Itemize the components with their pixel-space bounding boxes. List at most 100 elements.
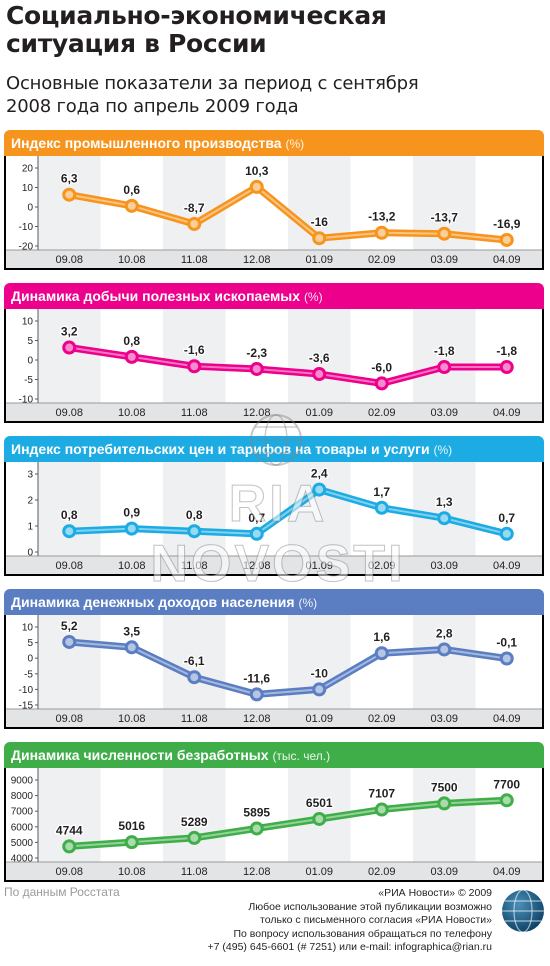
y-tick-label: 0 [27,203,33,214]
x-tick-label: 01.09 [305,254,333,266]
data-label: 0,9 [123,506,140,520]
category-band [6,862,542,880]
data-point-center [252,182,261,191]
y-tick-label: 0 [27,356,33,367]
data-label: 5289 [181,815,208,829]
data-label: 7107 [368,787,395,801]
data-point-center [315,485,324,494]
data-point-center [315,685,324,694]
chart-title: Индекс потребительских цен и тарифов на … [11,441,430,457]
column-stripe [163,768,226,862]
chart-panel-mining: Динамика добычи полезных ископаемых (%) … [4,283,544,423]
data-label: 1,6 [373,630,390,644]
data-label: -6,1 [184,654,205,668]
column-stripe [38,615,101,709]
x-tick-label: 01.09 [305,713,333,725]
data-label: -13,2 [368,210,396,224]
data-point-center [252,364,261,373]
copyright-block: «РИА Новости» © 2009 Любое использование… [112,887,492,955]
column-stripe [38,309,101,403]
data-label: -16,9 [493,217,521,231]
panel-header: Индекс промышленного производства (%) [4,130,544,156]
column-stripe [288,462,351,556]
data-point-center [502,529,511,538]
chart-panel-unemployed: Динамика численности безработных (тыс. ч… [4,742,544,882]
chart-panel-cpi: Индекс потребительских цен и тарифов на … [4,436,544,576]
data-point-center [190,362,199,371]
x-tick-label: 02.09 [368,254,396,266]
page-title: Социально-экономическая ситуация в Росси… [6,2,546,58]
x-tick-label: 03.09 [430,713,458,725]
copyright-line: По вопросу использования обращаться по т… [233,927,492,940]
data-label: -13,7 [431,211,459,225]
ria-globe-logo-icon [502,889,544,933]
data-label: 3,2 [61,325,78,339]
data-point-center [440,229,449,238]
data-point-center [65,842,74,851]
column-stripe [163,156,226,250]
y-tick-label: 4000 [11,854,34,865]
y-tick-label: 6000 [11,822,34,833]
data-label: 7700 [493,777,520,791]
data-label: 0,8 [186,508,203,522]
x-tick-label: 04.09 [493,254,521,266]
column-stripe [163,615,226,709]
data-label: -6,0 [371,360,392,374]
x-tick-label: 09.08 [55,713,83,725]
y-tick-label: 8000 [11,791,34,802]
data-label: -10 [311,666,329,680]
y-tick-label: 7000 [11,807,34,818]
y-tick-label: -10 [19,395,34,406]
line-chart-industrial: 20 10 0 -10 -20 09.08 10.08 11.08 12.08 01.09 02.0… [6,156,542,268]
x-tick-label: 03.09 [430,560,458,572]
y-tick-label: -5 [24,669,33,680]
copyright-line: +7 (495) 645-6601 (# 7251) или e-mail: i… [207,941,492,954]
column-stripe [413,615,476,709]
data-point-center [252,529,261,538]
panel-body: 20 10 0 -10 -20 09.08 10.08 11.08 12.08 01.09 02.0… [4,156,544,270]
x-tick-label: 04.09 [493,560,521,572]
category-band [6,709,542,727]
y-tick-label: 1 [27,522,33,533]
chart-title: Индекс промышленного производства [11,135,282,151]
x-tick-label: 12.08 [243,866,271,878]
x-tick-label: 12.08 [243,254,271,266]
x-tick-label: 10.08 [118,713,146,725]
x-tick-label: 11.08 [181,866,208,878]
x-tick-label: 01.09 [305,560,333,572]
y-tick-label: 5 [27,336,33,347]
data-label: 0,8 [61,508,78,522]
data-point-center [377,503,386,512]
y-tick-label: -10 [19,685,34,696]
x-tick-label: 04.09 [493,713,521,725]
panel-body: 3 2 1 0 09.08 10.08 11.08 12.08 01.09 02.09 03.09 0… [4,462,544,576]
series-line-highlight [68,185,508,241]
data-point-center [377,379,386,388]
data-point-center [315,370,324,379]
x-tick-label: 09.08 [55,866,83,878]
x-tick-label: 01.09 [305,407,333,419]
data-label: -11,6 [243,671,270,685]
data-point-center [190,673,199,682]
data-point-center [502,363,511,372]
chart-unit: (%) [298,596,318,610]
y-tick-label: 20 [22,164,34,175]
x-tick-label: 03.09 [430,407,458,419]
data-point-center [440,799,449,808]
data-point-center [127,352,136,361]
data-label: 5895 [243,805,270,819]
panel-body: 10 5 0 -5 -10 -15 09.08 10.08 11.08 12.08 01.09 02.… [4,615,544,729]
x-tick-label: 09.08 [55,407,83,419]
data-point-center [315,234,324,243]
y-tick-label: 5000 [11,838,34,849]
copyright-line: Любое использование этой публикации возм… [248,900,492,913]
data-point-center [315,814,324,823]
title-line-1: Социально-экономическая [6,1,387,30]
column-stripe [413,309,476,403]
panel-header: Динамика добычи полезных ископаемых (%) [4,283,544,309]
panel-body: 10 5 0 -5 -10 09.08 10.08 11.08 12.08 01.09 02.09 0… [4,309,544,423]
x-tick-label: 11.08 [181,254,208,266]
x-tick-label: 02.09 [368,866,396,878]
data-label: 6,3 [61,172,78,186]
series-line-highlight [68,640,508,696]
